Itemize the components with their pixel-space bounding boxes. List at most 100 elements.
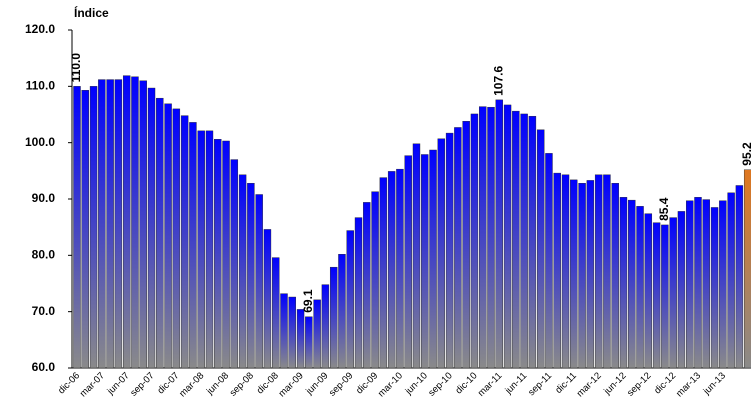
bar (189, 122, 197, 369)
x-tick-label: mar-08 (177, 370, 206, 399)
x-tick-label: mar-09 (277, 370, 306, 399)
data-label: 85.4 (657, 197, 671, 221)
bar (710, 207, 719, 369)
bar (503, 104, 512, 369)
x-tick-label: mar-13 (674, 370, 703, 399)
bar (214, 139, 222, 369)
bar (702, 199, 710, 369)
bar (371, 191, 379, 369)
bar (479, 106, 487, 369)
bar (628, 199, 636, 369)
x-tick-label: jun-11 (503, 370, 530, 397)
x-tick-label: jun-09 (303, 370, 330, 397)
data-label: 69.1 (301, 289, 315, 313)
x-tick-label: jun-13 (701, 370, 728, 397)
bar (578, 183, 586, 369)
bar (520, 113, 528, 369)
bar (139, 80, 147, 369)
bar (247, 183, 255, 369)
bar (272, 257, 280, 369)
bar (122, 75, 131, 369)
bar (495, 99, 503, 369)
x-tick-label: sep-12 (625, 370, 653, 398)
bar (98, 79, 106, 369)
x-tick-label: jun-07 (105, 370, 132, 397)
bar (147, 87, 156, 369)
bar (156, 97, 164, 369)
x-tick-label: sep-07 (128, 370, 156, 398)
bar (329, 266, 338, 369)
bar (528, 115, 537, 369)
x-tick-label: mar-11 (476, 370, 505, 399)
bar (487, 106, 495, 369)
bar (421, 154, 429, 369)
bar (131, 76, 139, 369)
x-tick-label: sep-08 (228, 370, 256, 398)
bar (512, 110, 520, 369)
data-label: 107.6 (491, 65, 505, 95)
bar (553, 172, 561, 369)
bar (636, 206, 644, 369)
bar (296, 309, 305, 369)
bar (288, 296, 296, 369)
bar (114, 79, 123, 369)
y-tick-label: 70.0 (32, 304, 56, 318)
bar (694, 197, 702, 369)
y-tick-label: 90.0 (32, 191, 56, 205)
bar (81, 90, 89, 369)
bar (445, 132, 454, 369)
x-tick-label: mar-10 (376, 370, 405, 399)
bar (586, 180, 595, 369)
bar (735, 185, 744, 369)
x-tick-label: jun-12 (601, 370, 628, 397)
bar (454, 127, 462, 369)
bar (222, 140, 230, 369)
x-tick-label: mar-07 (78, 370, 107, 399)
bar (561, 174, 570, 369)
bar (338, 254, 346, 369)
y-tick-label: 110.0 (26, 79, 56, 93)
bar (305, 316, 313, 369)
y-tick-label: 80.0 (32, 248, 56, 262)
x-tick-label: sep-10 (426, 370, 454, 398)
bar (89, 86, 98, 369)
data-label: 95.2 (740, 142, 751, 166)
bar (379, 177, 388, 369)
axis-title: Índice (74, 5, 109, 20)
bar (205, 130, 214, 369)
x-tick-label: sep-09 (327, 370, 355, 398)
bar (536, 129, 545, 369)
bar (164, 103, 172, 369)
bar (180, 115, 189, 369)
bar (470, 113, 479, 369)
y-tick-label: 120.0 (25, 22, 55, 36)
bar (280, 293, 288, 369)
bar (313, 299, 321, 369)
bar (619, 197, 628, 369)
bar (321, 284, 330, 369)
bar (644, 213, 653, 369)
x-tick-label: jun-08 (204, 370, 231, 397)
bar (354, 217, 363, 369)
bar (719, 200, 727, 369)
bar (363, 202, 371, 369)
x-tick-label: mar-12 (575, 370, 604, 399)
y-tick-label: 100.0 (25, 135, 55, 149)
bar (387, 171, 396, 369)
bar (238, 174, 247, 369)
bar (603, 174, 611, 369)
bar (462, 121, 470, 369)
bar (106, 79, 114, 369)
bar (255, 194, 263, 369)
bar (396, 168, 404, 369)
bar (412, 143, 421, 369)
bar (727, 192, 735, 369)
bar (429, 149, 437, 369)
bar (661, 224, 669, 369)
data-label: 110.0 (69, 53, 83, 83)
bar (652, 222, 661, 369)
bar (230, 159, 239, 369)
bar (743, 169, 751, 369)
x-tick-label: jun-10 (403, 370, 430, 397)
